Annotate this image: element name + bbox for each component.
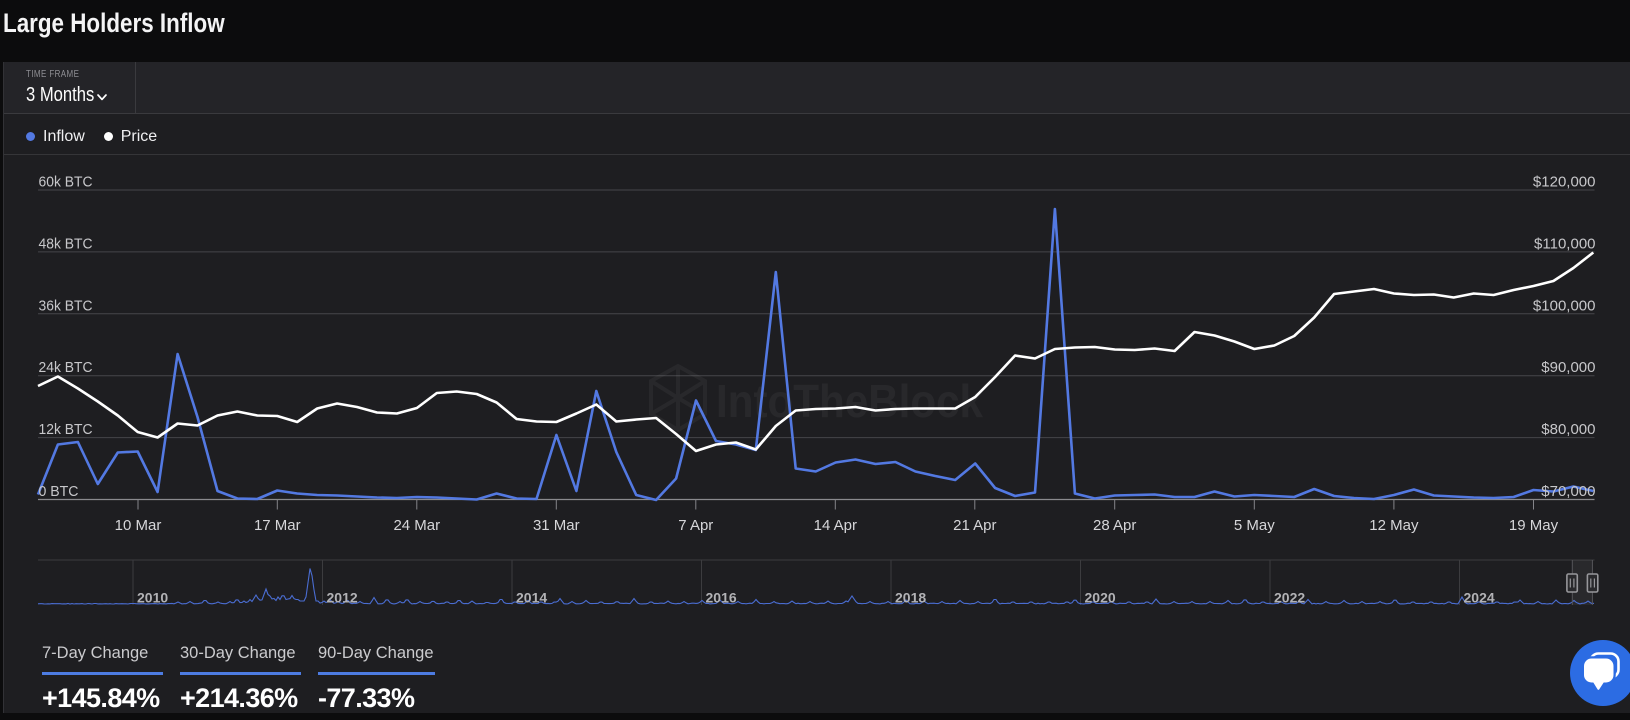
svg-text:19 May: 19 May <box>1509 517 1559 534</box>
svg-text:10 Mar: 10 Mar <box>115 517 162 534</box>
svg-text:2016: 2016 <box>706 590 737 606</box>
svg-text:2012: 2012 <box>327 590 358 606</box>
svg-text:31 Mar: 31 Mar <box>533 517 580 534</box>
svg-text:24k BTC: 24k BTC <box>39 359 93 376</box>
svg-text:0 BTC: 0 BTC <box>39 483 79 500</box>
svg-text:48k BTC: 48k BTC <box>39 235 93 252</box>
svg-text:5 May: 5 May <box>1234 517 1275 534</box>
svg-text:2010: 2010 <box>137 590 168 606</box>
svg-text:$80,000: $80,000 <box>1541 421 1595 438</box>
svg-text:$110,000: $110,000 <box>1534 235 1595 252</box>
svg-text:2022: 2022 <box>1274 590 1305 606</box>
svg-text:2014: 2014 <box>516 590 547 606</box>
svg-text:60k BTC: 60k BTC <box>39 174 93 191</box>
svg-text:2020: 2020 <box>1085 590 1116 606</box>
svg-text:28 Apr: 28 Apr <box>1093 517 1136 534</box>
svg-text:21 Apr: 21 Apr <box>953 517 996 534</box>
svg-text:24 Mar: 24 Mar <box>393 517 440 534</box>
svg-text:IntoTheBlock: IntoTheBlock <box>716 375 983 427</box>
svg-text:2024: 2024 <box>1464 590 1495 606</box>
svg-text:36k BTC: 36k BTC <box>39 297 93 314</box>
svg-text:17 Mar: 17 Mar <box>254 517 301 534</box>
svg-text:$90,000: $90,000 <box>1541 359 1595 376</box>
svg-text:14 Apr: 14 Apr <box>814 517 857 534</box>
svg-text:7 Apr: 7 Apr <box>678 517 713 534</box>
svg-text:12 May: 12 May <box>1369 517 1419 534</box>
svg-text:12k BTC: 12k BTC <box>39 421 93 438</box>
svg-text:$100,000: $100,000 <box>1533 297 1596 314</box>
svg-text:$70,000: $70,000 <box>1541 483 1595 500</box>
svg-text:$120,000: $120,000 <box>1533 174 1596 191</box>
svg-text:2018: 2018 <box>895 590 926 606</box>
